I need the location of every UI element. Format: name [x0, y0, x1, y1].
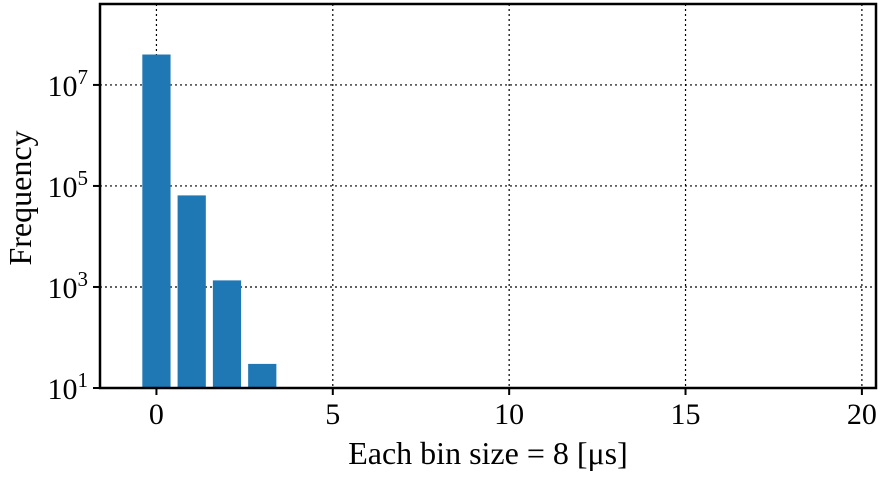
histogram-bar: [177, 195, 206, 388]
x-tick-label: 15: [671, 398, 701, 431]
x-tick-label: 0: [149, 398, 164, 431]
x-tick-labels: 0 5 10 15 20: [149, 398, 877, 431]
x-tick-label: 5: [325, 398, 340, 431]
y-tick-label: 103: [48, 267, 89, 305]
tick-marks: [93, 83, 863, 395]
histogram-bar: [142, 54, 171, 388]
y-tick-label: 105: [48, 166, 89, 204]
x-axis-label: Each bin size = 8 [μs]: [348, 435, 628, 471]
histogram-bar: [248, 363, 277, 388]
plot-frame: [98, 2, 878, 390]
y-tick-label: 107: [48, 65, 89, 103]
x-tick-label: 20: [847, 398, 877, 431]
y-axis-label: Frequency: [2, 130, 38, 265]
x-tick-label: 10: [494, 398, 524, 431]
histogram-bar: [212, 280, 242, 388]
y-tick-label: 101: [48, 368, 89, 406]
y-tick-labels: 101 103 105 107: [48, 65, 89, 406]
bars: [142, 54, 277, 388]
